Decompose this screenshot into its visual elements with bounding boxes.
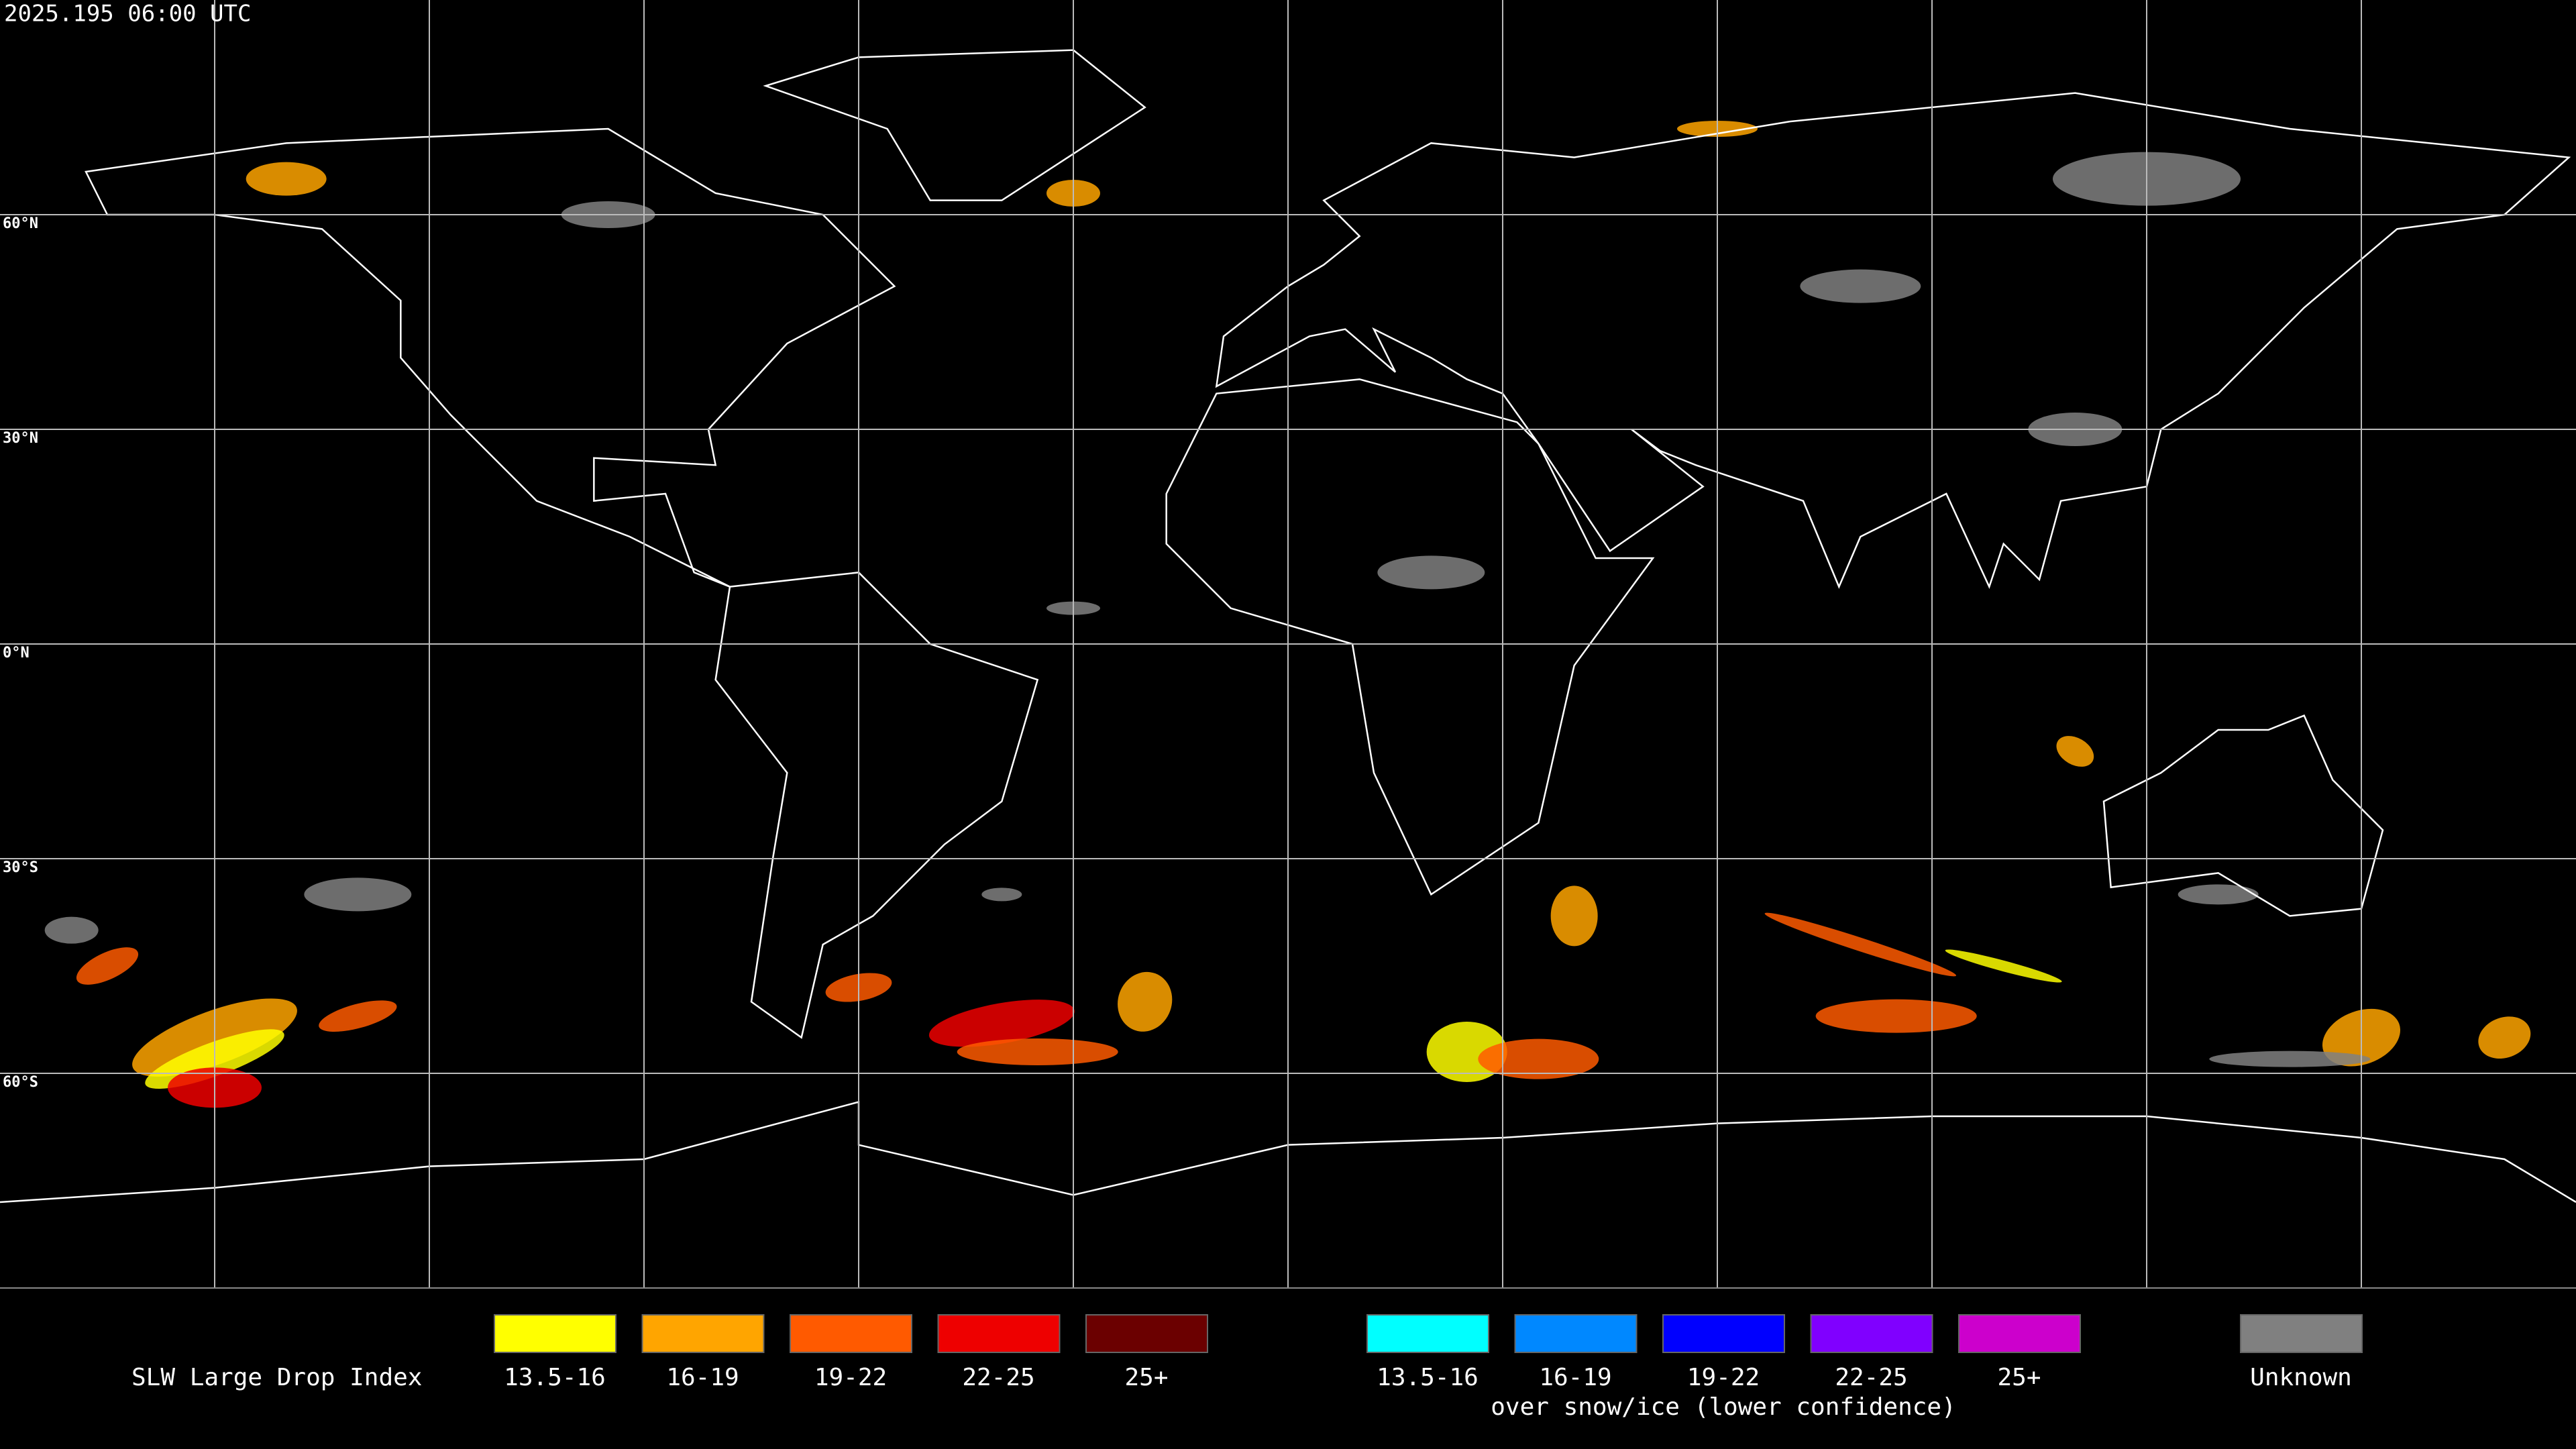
legend-label: 16-19 <box>1539 1364 1611 1391</box>
cloud-patch <box>1800 269 1921 303</box>
cloud-patch <box>304 877 412 912</box>
cloud-patch <box>319 1000 397 1032</box>
cloud-patch <box>1478 1038 1599 1079</box>
coastline <box>2102 714 2384 917</box>
legend-swatch <box>790 1314 912 1353</box>
cloud-patch <box>981 888 1022 902</box>
cloud-patch <box>1945 949 2062 983</box>
legend-swatch <box>1366 1314 1489 1353</box>
legend-label: 22-25 <box>962 1364 1034 1391</box>
legend-swatch <box>1810 1314 1933 1353</box>
latitude-label: 60°N <box>3 215 38 232</box>
legend-note: over snow/ice (lower confidence) <box>1491 1393 1956 1421</box>
cloud-patch <box>2209 1051 2371 1067</box>
legend-swatch <box>1958 1314 2081 1353</box>
legend-label: 16-19 <box>666 1364 739 1391</box>
latitude-label: 30°S <box>3 859 38 876</box>
cloud-patch <box>1118 971 1173 1032</box>
cloud-patch <box>44 916 99 944</box>
cloud-patch <box>1377 555 1485 590</box>
graticule <box>0 0 2576 1288</box>
legend-label: 25+ <box>1124 1364 1168 1391</box>
latitude-label: 60°S <box>3 1074 38 1091</box>
legend-title: SLW Large Drop Index <box>131 1364 422 1391</box>
legend-label: Unknown <box>2250 1364 2352 1391</box>
coastline <box>1165 378 1655 896</box>
coastline <box>714 572 1039 1039</box>
legend-swatch <box>937 1314 1061 1353</box>
cloud-patch <box>246 162 327 196</box>
legend-label: 13.5-16 <box>1377 1364 1479 1391</box>
cloud-patch <box>76 947 139 985</box>
latitude-label: 30°N <box>3 430 38 447</box>
legend-label: 19-22 <box>1687 1364 1760 1391</box>
legend-swatch <box>641 1314 765 1353</box>
cloud-patch <box>2056 736 2094 767</box>
timestamp: 2025.195 06:00 UTC <box>4 1 251 28</box>
legend-swatch <box>494 1314 616 1353</box>
cloud-patch <box>1550 885 1598 947</box>
cloud-patch <box>928 1000 1075 1047</box>
latitude-label: 0°N <box>3 645 30 661</box>
legend-label: 22-25 <box>1835 1364 1907 1391</box>
legend-label: 25+ <box>1997 1364 2041 1391</box>
cloud-patch <box>957 1038 1118 1065</box>
cloud-patch <box>1815 999 1977 1033</box>
cloud-patch <box>2178 884 2259 905</box>
legend-swatch <box>1662 1314 1785 1353</box>
legend-swatch <box>2240 1314 2363 1353</box>
legend-label: 13.5-16 <box>504 1364 606 1391</box>
cloud-patch <box>2478 1016 2531 1059</box>
legend: 13.5-16 16-19 19-22 22-25 25+ 13.5-16 16-19 19-… <box>494 1314 2363 1391</box>
legend-swatch <box>1085 1314 1208 1353</box>
legend-label: 19-22 <box>814 1364 887 1391</box>
cloud-patch <box>1764 912 1957 977</box>
coastline <box>85 127 896 588</box>
legend-swatch <box>1514 1314 1638 1353</box>
